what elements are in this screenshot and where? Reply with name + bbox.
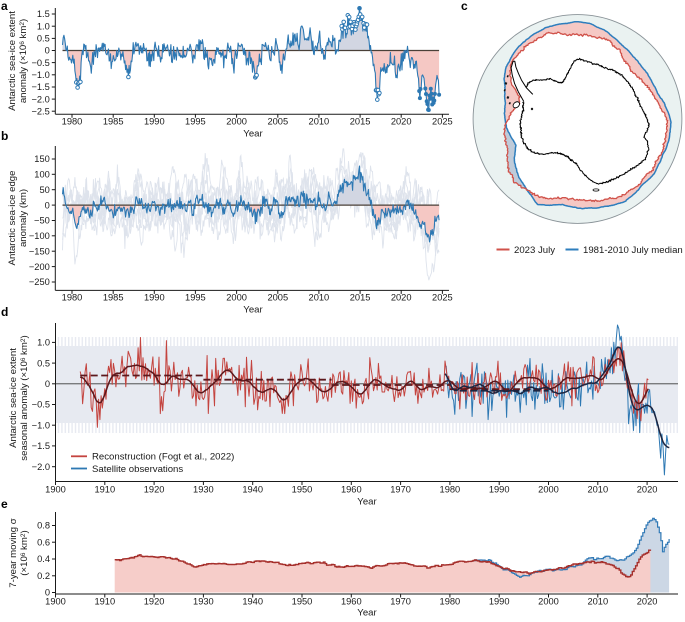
svg-text:2000: 2000: [538, 485, 559, 495]
svg-text:1.0: 1.0: [37, 21, 50, 31]
svg-text:1910: 1910: [94, 597, 115, 607]
svg-text:seasonal anomaly (×106 km2): seasonal anomaly (×106 km2): [19, 335, 30, 460]
svg-text:1960: 1960: [341, 485, 362, 495]
svg-text:Antarctic sea-ice edge: Antarctic sea-ice edge: [7, 171, 18, 266]
svg-text:1910: 1910: [94, 485, 115, 495]
svg-text:anomaly (km): anomaly (km): [18, 189, 29, 247]
svg-text:2020: 2020: [637, 597, 658, 607]
svg-text:2010: 2010: [309, 117, 330, 127]
svg-text:−1.5: −1.5: [31, 82, 49, 92]
svg-text:2000: 2000: [538, 597, 559, 607]
svg-text:1930: 1930: [193, 485, 214, 495]
svg-text:−1.0: −1.0: [32, 420, 50, 430]
svg-text:1990: 1990: [144, 293, 165, 303]
svg-text:0.4: 0.4: [37, 554, 50, 564]
svg-text:100: 100: [34, 170, 50, 180]
svg-text:1950: 1950: [292, 597, 313, 607]
svg-text:−2.0: −2.0: [31, 94, 49, 104]
svg-text:Year: Year: [357, 608, 377, 618]
svg-text:Antarctic sea-ice extent: Antarctic sea-ice extent: [7, 11, 18, 111]
svg-text:c: c: [461, 0, 468, 13]
svg-text:1940: 1940: [242, 485, 263, 495]
svg-text:2020: 2020: [637, 485, 658, 495]
svg-text:2005: 2005: [267, 117, 288, 127]
svg-text:0.8: 0.8: [37, 521, 50, 531]
svg-text:1920: 1920: [144, 597, 165, 607]
svg-text:1990: 1990: [489, 597, 510, 607]
svg-text:2010: 2010: [309, 293, 330, 303]
svg-text:Satellite observations: Satellite observations: [92, 464, 183, 475]
svg-text:2000: 2000: [226, 293, 247, 303]
svg-text:Antarctic sea-ice extent: Antarctic sea-ice extent: [8, 348, 19, 448]
svg-text:2010: 2010: [587, 485, 608, 495]
svg-text:0.6: 0.6: [37, 538, 50, 548]
svg-text:−200: −200: [29, 262, 50, 272]
svg-text:2010: 2010: [587, 597, 608, 607]
svg-text:1900: 1900: [45, 485, 66, 495]
svg-text:1.0: 1.0: [37, 338, 50, 348]
svg-text:−1.5: −1.5: [32, 441, 50, 451]
svg-text:2025: 2025: [432, 293, 453, 303]
svg-text:1990: 1990: [489, 485, 510, 495]
svg-text:1980: 1980: [440, 597, 461, 607]
svg-text:1980: 1980: [440, 485, 461, 495]
svg-text:1.5: 1.5: [37, 9, 50, 19]
svg-text:2000: 2000: [226, 117, 247, 127]
svg-text:1995: 1995: [185, 117, 206, 127]
svg-text:0: 0: [45, 46, 50, 56]
svg-text:1900: 1900: [45, 597, 66, 607]
svg-text:−2.5: −2.5: [31, 107, 49, 117]
svg-text:2025: 2025: [432, 117, 453, 127]
svg-text:−250: −250: [29, 277, 50, 287]
svg-text:1950: 1950: [292, 485, 313, 495]
svg-text:150: 150: [34, 154, 50, 164]
svg-text:−0.5: −0.5: [31, 58, 49, 68]
svg-text:1940: 1940: [242, 597, 263, 607]
svg-text:b: b: [1, 129, 8, 143]
svg-text:2023 July: 2023 July: [514, 245, 555, 256]
svg-text:0: 0: [45, 379, 50, 389]
svg-text:2015: 2015: [350, 117, 371, 127]
svg-text:1980: 1980: [62, 293, 83, 303]
svg-text:1981-2010 July median: 1981-2010 July median: [583, 245, 683, 256]
svg-text:Year: Year: [357, 497, 377, 508]
svg-text:−0.5: −0.5: [32, 400, 50, 410]
svg-text:Year: Year: [243, 305, 263, 316]
svg-text:2015: 2015: [350, 293, 371, 303]
svg-text:anomaly (×106 km2): anomaly (×106 km2): [18, 19, 29, 103]
svg-text:0.5: 0.5: [37, 358, 50, 368]
svg-text:−100: −100: [29, 231, 50, 241]
svg-text:0: 0: [45, 588, 50, 598]
svg-text:e: e: [1, 497, 8, 511]
svg-text:1920: 1920: [144, 485, 165, 495]
svg-text:0: 0: [45, 200, 50, 210]
svg-text:1960: 1960: [341, 597, 362, 607]
svg-text:1980: 1980: [62, 117, 83, 127]
svg-text:1990: 1990: [144, 117, 165, 127]
svg-text:1930: 1930: [193, 597, 214, 607]
svg-text:−2.0: −2.0: [32, 462, 50, 472]
svg-text:Reconstruction (Fogt et al., 2: Reconstruction (Fogt et al., 2022): [92, 452, 234, 463]
svg-text:50: 50: [39, 185, 49, 195]
svg-text:1970: 1970: [390, 597, 411, 607]
svg-text:Year: Year: [243, 129, 263, 140]
svg-text:d: d: [1, 305, 8, 319]
svg-text:0.5: 0.5: [37, 34, 50, 44]
svg-text:1985: 1985: [103, 117, 124, 127]
svg-text:2020: 2020: [391, 117, 412, 127]
svg-text:−50: −50: [34, 216, 50, 226]
svg-text:2020: 2020: [391, 293, 412, 303]
svg-text:7-year moving σ: 7-year moving σ: [8, 518, 19, 587]
svg-text:1970: 1970: [390, 485, 411, 495]
svg-text:a: a: [1, 0, 8, 13]
svg-text:2005: 2005: [267, 293, 288, 303]
svg-text:0.2: 0.2: [37, 571, 50, 581]
svg-text:−150: −150: [29, 246, 50, 256]
svg-text:1995: 1995: [185, 293, 206, 303]
svg-text:1985: 1985: [103, 293, 124, 303]
svg-text:−1.0: −1.0: [31, 70, 49, 80]
svg-text:(×106 km2): (×106 km2): [19, 530, 30, 575]
